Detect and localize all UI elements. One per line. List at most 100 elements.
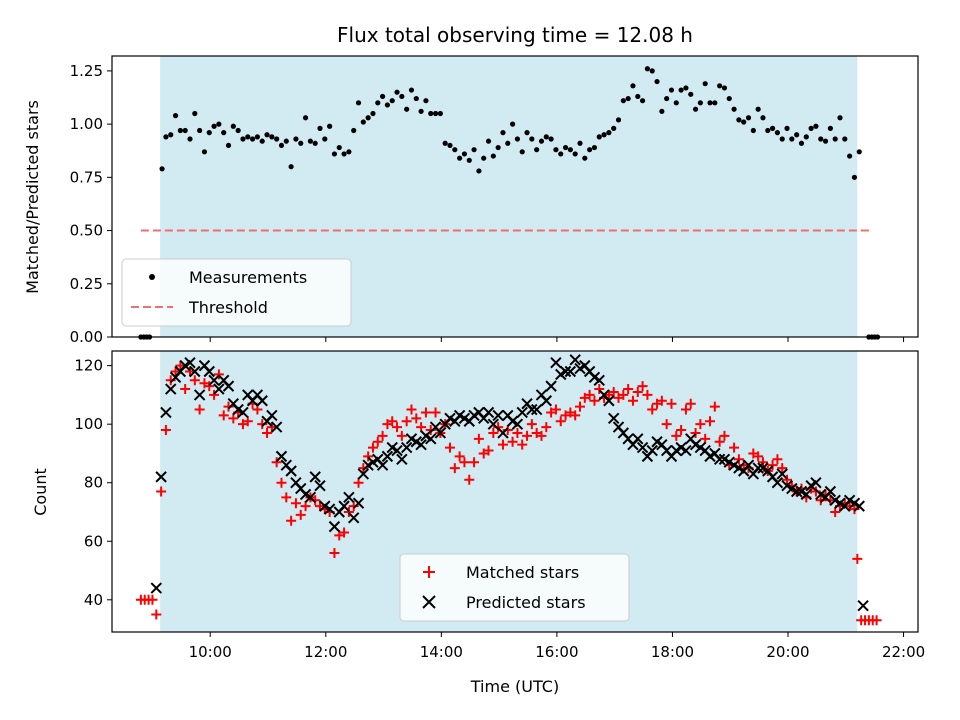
matched-star-point <box>714 436 725 447</box>
predicted-star-point <box>511 418 524 430</box>
matched-star-point <box>700 433 711 444</box>
measurement-point <box>375 100 381 106</box>
measurement-point <box>620 98 626 104</box>
measurement-point <box>495 144 501 151</box>
measurement-point <box>832 136 838 142</box>
measurement-point <box>649 68 655 74</box>
matched-star-point <box>445 442 455 453</box>
measurement-point <box>856 149 862 155</box>
bottom-x-axis: 10:00 12:00 14:00 16:00 18:00 20:00 22:00 <box>189 632 925 661</box>
measurement-point <box>317 125 323 131</box>
measurement-point <box>418 108 424 114</box>
matched-star-point <box>257 419 268 430</box>
matched-star-point <box>767 460 778 471</box>
matched-star-point <box>541 422 552 433</box>
measurement-point <box>379 93 386 100</box>
matched-star-point <box>310 495 321 506</box>
bottom-x-tick-label: 16:00 <box>535 643 578 661</box>
matched-star-point <box>594 384 605 395</box>
matched-star-point <box>570 410 581 421</box>
measurement-point <box>789 136 795 142</box>
measurement-point <box>476 168 482 174</box>
measurement-point <box>187 136 193 142</box>
measurement-point <box>818 136 824 142</box>
matched-star-point <box>358 463 369 474</box>
measurement-point <box>481 155 487 161</box>
matched-star-point <box>218 410 229 421</box>
top-y-tick-label: 1.00 <box>70 115 103 133</box>
predicted-star-point <box>771 477 784 489</box>
predicted-star-point <box>323 503 336 515</box>
measurement-point <box>235 127 241 134</box>
matched-star-point <box>815 495 826 506</box>
predicted-star-point <box>516 406 528 419</box>
predicted-star-point <box>790 485 803 498</box>
bottom-x-tick-label: 10:00 <box>189 643 232 661</box>
legend-measurements-label: Measurements <box>189 268 307 287</box>
predicted-star-point <box>550 357 562 369</box>
top-y-tick-label: 0.00 <box>70 328 103 346</box>
measurement-point <box>182 127 188 134</box>
predicted-star-point <box>776 468 788 480</box>
matched-star-point <box>871 615 882 626</box>
matched-star-point <box>502 425 513 436</box>
measurement-point <box>346 149 352 155</box>
measurement-point <box>731 106 737 112</box>
measurement-point <box>615 117 622 123</box>
matched-star-point <box>401 416 412 427</box>
measurement-point <box>216 121 222 127</box>
measurement-point <box>423 98 429 104</box>
matched-star-point <box>209 389 220 400</box>
measurement-point <box>794 132 800 138</box>
measurement-point <box>322 136 328 142</box>
measurement-point <box>302 115 309 121</box>
matched-star-point <box>637 381 648 392</box>
measurement-point <box>813 123 819 129</box>
matched-star-point <box>483 445 494 456</box>
bottom-x-tick-label: 14:00 <box>420 643 463 661</box>
measurement-point <box>259 138 265 144</box>
measurement-point <box>394 89 400 95</box>
predicted-star-point <box>347 512 360 524</box>
measurement-point <box>543 134 549 140</box>
predicted-star-point <box>482 406 495 419</box>
measurement-point <box>784 125 790 131</box>
predicted-star-point <box>314 479 326 492</box>
measurement-point <box>331 151 338 157</box>
predicted-star-point <box>160 406 172 419</box>
measurement-point <box>702 81 708 87</box>
measurement-point <box>327 123 333 129</box>
matched-star-point <box>147 594 158 605</box>
measurement-point <box>163 134 169 140</box>
matched-star-point <box>262 427 273 438</box>
matched-star-point <box>685 398 696 409</box>
top-y-axis-label: Matched/Predicted stars <box>23 100 42 294</box>
predicted-star-point <box>338 500 350 512</box>
measurement-point <box>201 149 208 155</box>
predicted-star-point <box>256 395 268 407</box>
measurement-point <box>505 140 511 146</box>
predicted-star-point <box>184 357 196 369</box>
matched-star-point <box>661 419 672 430</box>
measurement-point <box>582 155 588 161</box>
measurement-point <box>197 127 203 134</box>
top-legend-box <box>121 258 352 327</box>
matched-star-point <box>223 401 234 412</box>
measurement-point <box>538 138 545 144</box>
top-panel: 0.00 0.25 0.50 0.75 1.00 1.25 Flux total obse… <box>23 23 919 346</box>
matched-star-point <box>729 442 740 453</box>
matched-star-point <box>160 425 171 436</box>
predicted-star-point <box>381 450 394 463</box>
matched-star-point <box>295 509 306 520</box>
measurement-point <box>384 102 391 108</box>
matched-star-point <box>367 442 378 453</box>
bottom-x-axis-label: Time (UTC) <box>470 677 559 696</box>
measurement-point <box>837 115 843 121</box>
measurement-point <box>774 130 781 136</box>
matched-star-point <box>757 457 768 468</box>
measurement-point <box>245 134 251 140</box>
matched-star-point <box>705 416 715 427</box>
predicted-star-point <box>165 383 177 395</box>
matched-star-point <box>623 384 634 395</box>
predicted-star-point <box>193 389 206 401</box>
